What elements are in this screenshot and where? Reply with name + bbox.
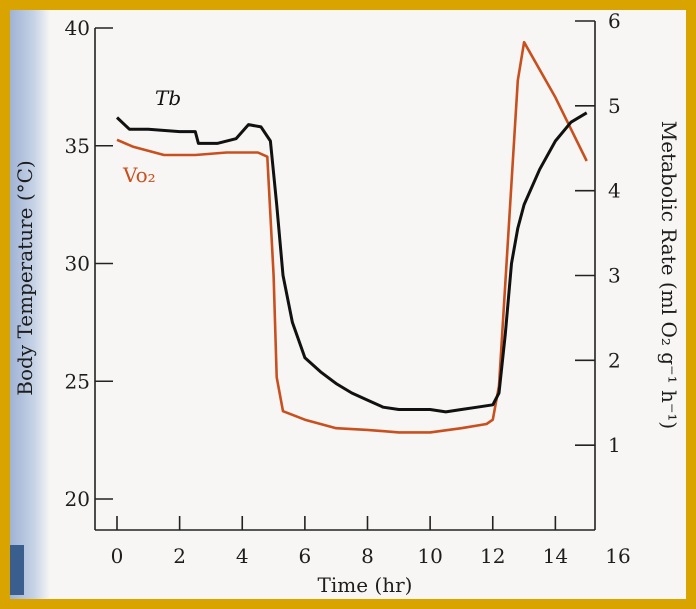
series-line-vo2: [116, 40, 588, 434]
x-tick-label: 2: [173, 544, 186, 568]
paper-background: [10, 10, 686, 599]
y-left-tick-label: 25: [65, 369, 90, 393]
x-tick-label: 6: [299, 544, 312, 568]
x-tick-label: 4: [236, 544, 249, 568]
x-tick-label: 16: [605, 544, 630, 568]
page-edge-strip: [10, 545, 24, 595]
x-tick-label: 12: [480, 544, 505, 568]
x-axis-title: Time (hr): [318, 573, 413, 597]
y-right-tick-label: 5: [608, 94, 621, 118]
page-edge-shadow: [10, 10, 50, 599]
x-ticks: 0 2 4 6 8 10 12 14 16: [111, 516, 631, 568]
y-right-tick-label: 2: [608, 348, 621, 372]
series-label-tb: Tb: [155, 86, 181, 110]
y-left-tick-label: 40: [65, 16, 90, 40]
y-left-tick-label: 30: [65, 252, 90, 276]
y-right-tick-label: 3: [608, 264, 621, 288]
y-right-tick-label: 1: [608, 433, 621, 457]
y-right-ticks: 1 2 3 4 5 6: [575, 9, 621, 457]
right-y-axis-title: Metabolic Rate (ml O₂ g⁻¹ h⁻¹): [657, 121, 681, 429]
y-left-tick-label: 35: [65, 134, 90, 158]
left-y-axis-title: Body Temperature (°C): [13, 160, 37, 396]
x-tick-label: 0: [111, 544, 124, 568]
y-right-tick-label: 4: [608, 179, 621, 203]
x-tick-label: 8: [361, 544, 374, 568]
y-left-ticks: 20 25 30 35 40: [65, 16, 113, 511]
series-label-vo2: Vo₂: [122, 163, 156, 187]
x-tick-label: 10: [417, 544, 442, 568]
y-right-tick-label: 6: [608, 9, 621, 33]
series-line-tb: [115, 111, 588, 414]
y-left-tick-label: 20: [65, 487, 90, 511]
x-tick-label: 14: [543, 544, 568, 568]
